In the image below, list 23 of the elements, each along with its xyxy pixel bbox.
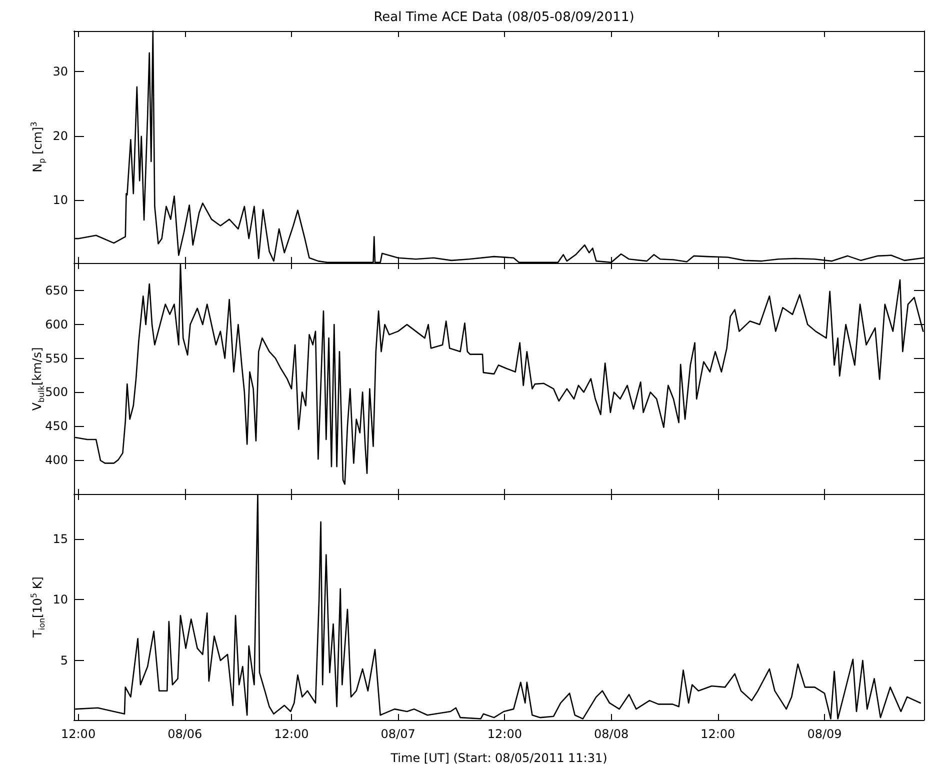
y-tick-label: 15	[52, 532, 68, 546]
y-tick-label: 30	[52, 64, 68, 78]
x-tick-label: 12:00	[274, 727, 309, 741]
y-tick-label: 10	[52, 592, 68, 607]
y-tick-label: 20	[52, 128, 68, 143]
x-tick-label: 08/06	[168, 727, 202, 741]
x-tick-label: 12:00	[60, 727, 96, 741]
y-tick-label: 400	[45, 452, 68, 467]
x-tick-label: 12:00	[700, 727, 736, 741]
line-series	[74, 494, 922, 720]
chart-title: Real Time ACE Data (08/05-08/09/2011)	[374, 10, 634, 25]
y-tick-label: 650	[45, 284, 68, 298]
x-tick-label: 08/07	[380, 727, 416, 741]
y-tick-label: 550	[45, 351, 68, 366]
y-tick-label: 600	[45, 318, 68, 332]
y-tick-label: 10	[52, 193, 68, 208]
y-tick-label: 500	[45, 385, 68, 400]
x-tick-label: 08/09	[807, 727, 842, 741]
x-tick-label: 08/08	[594, 727, 629, 741]
x-axis-title: Time [UT] (Start: 08/05/2011 11:31)	[390, 751, 608, 765]
y-tick-label: 5	[60, 653, 68, 668]
x-tick-label: 12:00	[487, 727, 522, 741]
y-tick-label: 450	[45, 419, 68, 434]
